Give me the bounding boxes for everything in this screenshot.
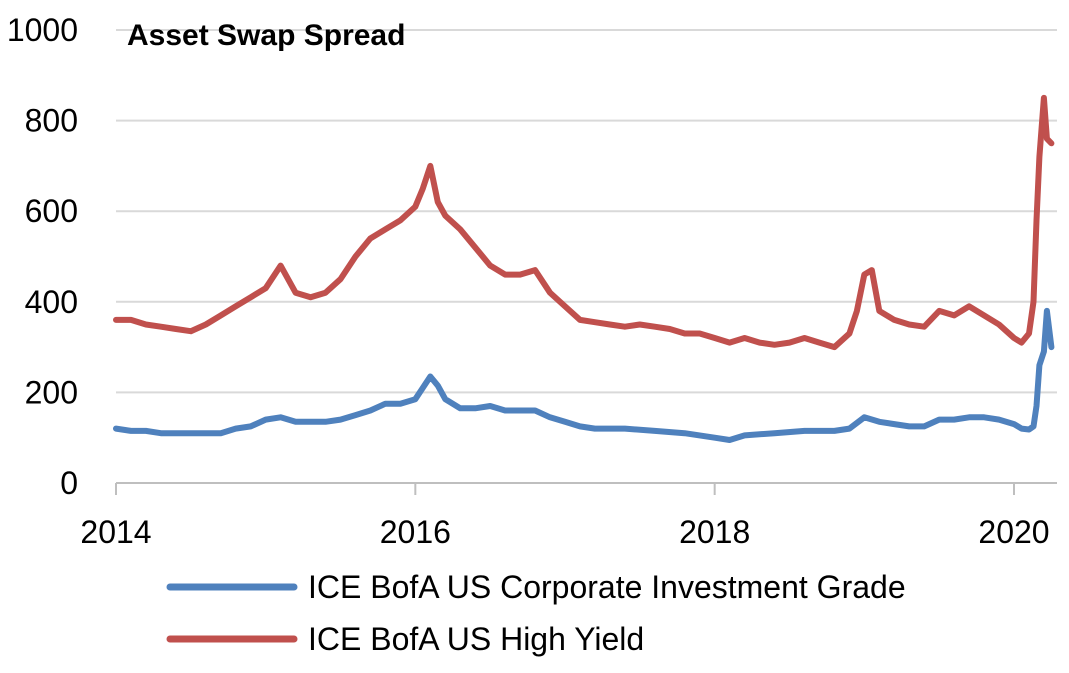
y-tick-label: 400 (25, 284, 78, 320)
legend-label: ICE BofA US Corporate Investment Grade (308, 569, 906, 605)
y-tick-label: 800 (25, 103, 78, 139)
x-tick-label: 2018 (679, 514, 750, 550)
y-tick-label: 200 (25, 374, 78, 410)
y-tick-label: 600 (25, 193, 78, 229)
y-axis-ticks: 0 200 400 600 800 1000 (7, 12, 78, 501)
x-tick-label: 2014 (80, 514, 151, 550)
grid-lines (116, 29, 1057, 394)
y-tick-label: 1000 (7, 12, 78, 48)
series-line-investment-grade (113, 307, 1055, 443)
x-axis: 2014 2016 2018 2020 (80, 482, 1057, 550)
x-tick-label: 2016 (380, 514, 451, 550)
series-line-high-yield (113, 94, 1055, 351)
series-lines (113, 94, 1055, 443)
legend: ICE BofA US Corporate Investment Grade IC… (166, 569, 906, 657)
chart-title: Asset Swap Spread (127, 19, 405, 52)
legend-label: ICE BofA US High Yield (308, 621, 644, 657)
x-tick-label: 2020 (978, 514, 1049, 550)
y-tick-label: 0 (60, 465, 78, 501)
